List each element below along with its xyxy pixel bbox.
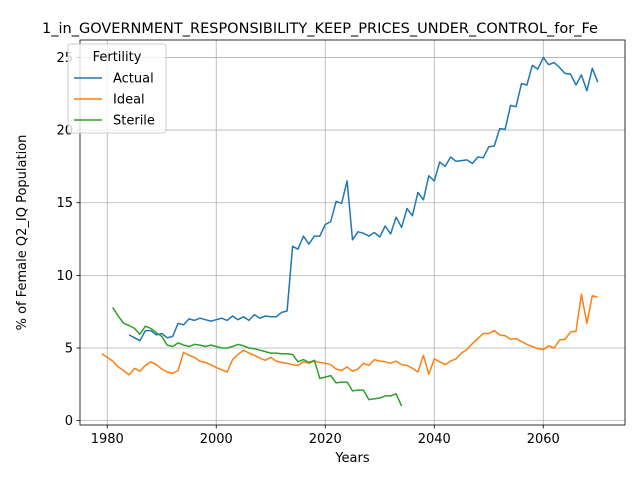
- y-tick-label: 10: [56, 269, 73, 284]
- series-line-sterile: [112, 306, 403, 407]
- x-tick-label: 2040: [418, 432, 451, 447]
- x-axis-label: Years: [334, 451, 370, 466]
- y-axis-label: % of Female Q2_IQ Population: [15, 135, 30, 331]
- series-line-actual: [128, 56, 599, 342]
- legend-entries: Actual Ideal Sterile: [74, 72, 155, 129]
- x-tick-label: 1980: [91, 432, 124, 447]
- y-tick-label: 5: [65, 342, 73, 357]
- y-tick-label: 0: [65, 414, 73, 429]
- y-tick-label: 15: [56, 196, 73, 211]
- x-tick-label: 2000: [200, 432, 233, 447]
- legend-label-actual: Actual: [113, 72, 154, 87]
- legend-title: Fertility: [93, 50, 142, 65]
- legend-box: [67, 43, 167, 134]
- series-line-ideal: [101, 293, 598, 376]
- x-tick-label: 2060: [527, 432, 560, 447]
- x-tick-label: 2020: [309, 432, 342, 447]
- legend: Fertility Actual Ideal Sterile: [67, 43, 167, 134]
- x-axis-ticks: 1980 2000 2020 2040 2060: [91, 425, 560, 447]
- grid-lines: [80, 40, 625, 425]
- legend-label-ideal: Ideal: [113, 93, 145, 108]
- chart-title: 1_in_GOVERNMENT_RESPONSIBILITY_KEEP_PRIC…: [42, 21, 598, 37]
- plot-series: [101, 56, 599, 407]
- plot-frame: [79, 39, 626, 426]
- legend-label-sterile: Sterile: [113, 114, 155, 129]
